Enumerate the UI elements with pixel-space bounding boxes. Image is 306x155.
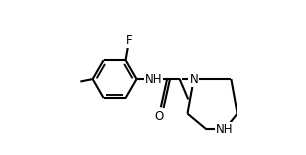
Text: NH: NH <box>216 123 234 136</box>
Text: F: F <box>126 34 133 47</box>
Text: O: O <box>154 110 164 123</box>
Text: N: N <box>189 73 198 86</box>
Text: NH: NH <box>145 73 162 86</box>
